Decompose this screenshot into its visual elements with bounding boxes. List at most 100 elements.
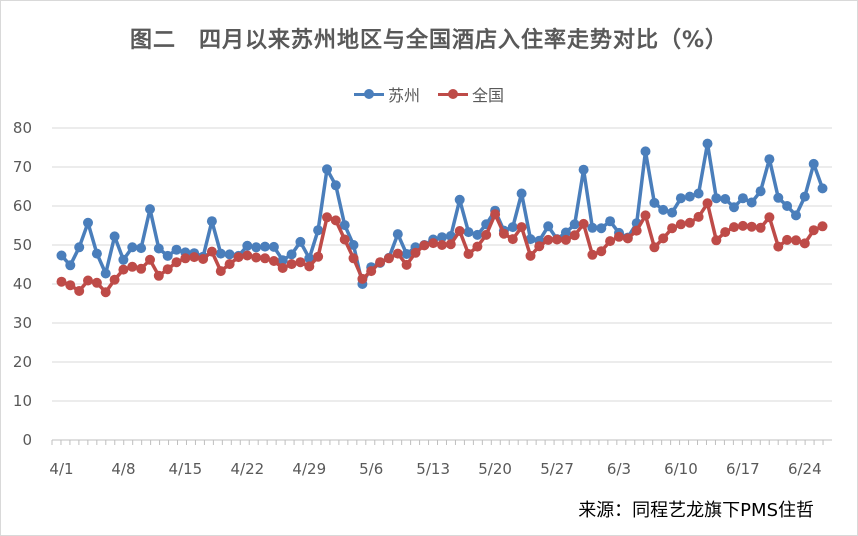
data-point-national	[260, 253, 270, 264]
data-point-national	[808, 225, 819, 236]
data-point-suzhou	[268, 241, 279, 252]
data-point-suzhou	[100, 268, 111, 279]
data-point-national	[640, 210, 651, 221]
data-point-national	[366, 266, 377, 277]
data-point-suzhou	[304, 253, 315, 264]
data-point-suzhou	[260, 241, 270, 252]
x-tick-label: 4/8	[111, 460, 135, 478]
data-point-national	[711, 235, 722, 246]
x-tick-label: 4/15	[169, 460, 203, 478]
data-point-national	[667, 223, 678, 234]
data-point-suzhou	[251, 242, 262, 253]
data-point-national	[605, 236, 616, 247]
data-point-suzhou	[330, 180, 341, 191]
data-point-suzhou	[215, 248, 226, 259]
data-point-suzhou	[136, 243, 147, 254]
data-point-national	[684, 217, 695, 228]
data-point-suzhou	[755, 186, 766, 197]
data-point-national	[375, 257, 386, 268]
data-point-suzhou	[162, 250, 173, 261]
data-point-national	[596, 246, 607, 257]
data-point-suzhou	[737, 193, 748, 204]
data-point-national	[817, 221, 828, 232]
data-point-national	[136, 263, 147, 274]
data-point-national	[339, 234, 350, 245]
x-tick-label: 6/24	[788, 460, 822, 478]
data-point-national	[65, 280, 76, 291]
data-point-suzhou	[543, 221, 554, 232]
data-point-suzhou	[746, 197, 757, 208]
data-point-suzhou	[339, 220, 350, 231]
x-tick-label: 5/13	[416, 460, 450, 478]
legend-label-suzhou: 苏州	[387, 86, 420, 105]
y-tick-label: 50	[13, 236, 32, 254]
data-point-national	[498, 228, 509, 239]
data-point-national	[587, 249, 598, 260]
data-point-national	[401, 259, 412, 270]
data-point-national	[56, 276, 67, 287]
data-point-national	[782, 234, 793, 245]
data-point-national	[109, 274, 120, 285]
data-point-national	[153, 270, 164, 281]
x-tick-label: 6/3	[607, 460, 631, 478]
data-point-national	[83, 275, 93, 286]
data-point-suzhou	[463, 227, 474, 238]
y-tick-label: 70	[13, 158, 32, 176]
data-point-suzhou	[729, 202, 739, 213]
data-point-national	[516, 222, 527, 233]
data-point-national	[622, 233, 633, 244]
data-point-national	[198, 254, 209, 264]
data-point-suzhou	[437, 232, 447, 243]
data-point-suzhou	[667, 207, 678, 218]
data-point-national	[507, 234, 518, 245]
legend-swatch-national	[438, 88, 468, 100]
data-point-suzhou	[791, 210, 801, 221]
data-point-national	[693, 211, 704, 222]
data-point-national	[560, 234, 571, 245]
data-point-national	[773, 241, 784, 252]
data-point-suzhou	[684, 191, 695, 202]
data-point-suzhou	[74, 242, 85, 253]
x-tick-label: 5/27	[540, 460, 574, 478]
data-point-suzhou	[392, 229, 403, 240]
chart-legend: 苏州 全国	[0, 84, 858, 105]
data-point-suzhou	[569, 219, 580, 230]
data-point-national	[127, 261, 138, 272]
data-point-suzhou	[773, 192, 784, 203]
data-point-national	[649, 242, 660, 253]
data-point-suzhou	[313, 225, 324, 236]
data-point-national	[304, 261, 315, 272]
data-point-suzhou	[507, 222, 518, 233]
legend-item-national: 全国	[438, 84, 504, 105]
data-point-suzhou	[224, 249, 235, 260]
data-point-national	[534, 241, 545, 252]
data-point-suzhou	[56, 250, 67, 261]
data-point-suzhou	[242, 240, 253, 251]
data-point-suzhou	[702, 138, 713, 149]
data-point-national	[675, 219, 686, 230]
data-point-national	[224, 259, 235, 270]
data-point-suzhou	[127, 242, 138, 253]
data-point-suzhou	[286, 249, 297, 260]
data-point-suzhou	[799, 191, 810, 202]
data-point-national	[313, 251, 324, 262]
data-point-national	[428, 238, 439, 249]
x-tick-label: 4/1	[49, 460, 73, 478]
data-point-national	[737, 220, 748, 231]
data-point-suzhou	[640, 146, 651, 157]
data-point-suzhou	[578, 164, 589, 175]
y-tick-label: 30	[13, 314, 32, 332]
data-point-national	[286, 259, 297, 270]
data-point-suzhou	[693, 188, 704, 199]
data-point-suzhou	[817, 183, 828, 194]
data-point-national	[578, 218, 589, 229]
data-point-suzhou	[808, 158, 819, 169]
data-point-national	[383, 253, 394, 264]
x-tick-label: 5/6	[359, 460, 383, 478]
data-point-national	[791, 235, 801, 246]
data-point-national	[180, 253, 191, 264]
x-tick-label: 4/22	[230, 460, 264, 478]
data-point-national	[100, 287, 111, 298]
data-point-suzhou	[525, 234, 536, 245]
